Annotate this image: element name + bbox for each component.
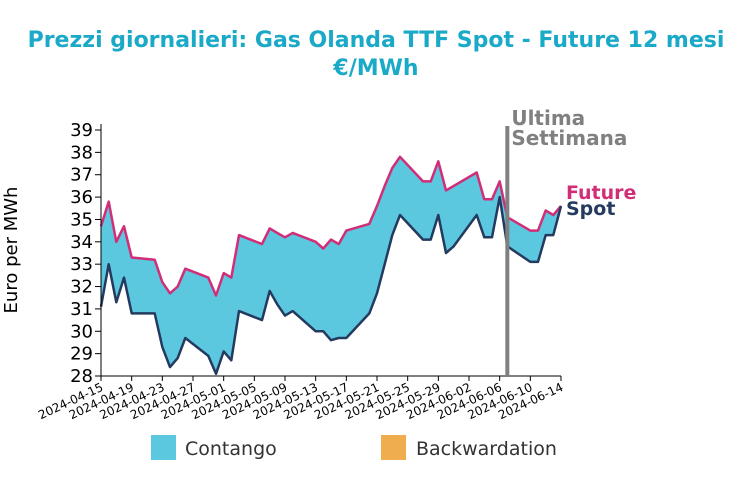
legend-label-backwardation: Backwardation: [416, 438, 557, 460]
future-end-label: Future: [566, 182, 636, 204]
plot-area: [99, 155, 563, 376]
chart-title: Prezzi giornalieri: Gas Olanda TTF Spot …: [28, 28, 725, 53]
y-tick-label: 37: [70, 165, 93, 186]
y-tick-label: 35: [70, 209, 93, 230]
spot-line: [99, 195, 563, 376]
future-line: [99, 155, 562, 297]
y-tick-label: 30: [70, 321, 93, 342]
legend-swatch-backwardation: [381, 435, 406, 460]
legend-label-contango: Contango: [185, 438, 277, 460]
y-tick-label: 38: [70, 142, 93, 163]
annotation-label: Settimana: [511, 126, 627, 150]
y-tick-label: 28: [70, 366, 93, 387]
y-tick-label: 39: [70, 120, 93, 141]
y-tick-label: 36: [70, 187, 93, 208]
y-tick-label: 34: [70, 232, 93, 253]
legend-swatch-contango: [151, 435, 176, 460]
y-tick-label: 33: [70, 254, 93, 275]
contango-area: [101, 156, 561, 374]
chart-subtitle: €/MWh: [332, 56, 418, 81]
spot-end-label: Spot: [566, 198, 615, 220]
y-tick-label: 29: [70, 344, 93, 365]
legend: Contango Backwardation: [151, 435, 557, 460]
y-tick-label: 32: [70, 277, 93, 298]
annotation-label: Ultima: [511, 106, 585, 130]
y-axis-label: Euro per MWh: [1, 187, 22, 314]
y-tick-label: 31: [70, 299, 93, 320]
